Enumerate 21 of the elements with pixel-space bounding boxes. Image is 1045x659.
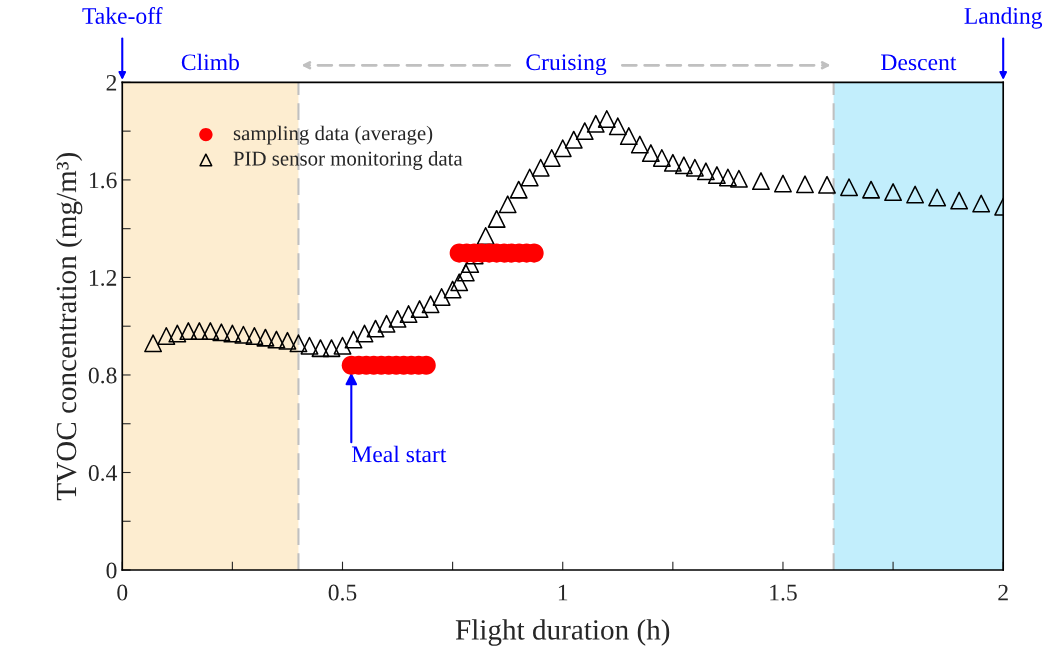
y-tick-label: 2 [106, 74, 117, 91]
band-label: Descent [881, 54, 957, 71]
x-tick-label: 0 [117, 584, 128, 601]
legend-label: PID sensor monitoring data [233, 150, 463, 170]
x-tick-label: 1 [558, 584, 568, 601]
text: Take-off [82, 7, 163, 24]
x-tick-label: 1.5 [770, 584, 797, 601]
y-tick-label: 0.4 [88, 464, 118, 482]
y-axis-title: TVOC concentration (mg/m³) [55, 153, 83, 501]
text: Cruising [526, 54, 607, 76]
text: Landing [964, 7, 1043, 29]
x-axis-title: Flight duration (h) [455, 619, 670, 646]
x-tick-label: 0.5 [328, 584, 357, 601]
annotation: Meal start [351, 445, 447, 463]
y-tick-label: 0 [106, 562, 117, 579]
x-tick-label: 2 [998, 584, 1008, 601]
y-tick-label: 0.8 [88, 367, 117, 384]
legend-label: sampling data (average) [233, 125, 433, 145]
y-tick-label: 1.2 [89, 270, 117, 286]
band-label: Climb [181, 53, 239, 71]
y-tick-label: 1.6 [89, 172, 117, 189]
